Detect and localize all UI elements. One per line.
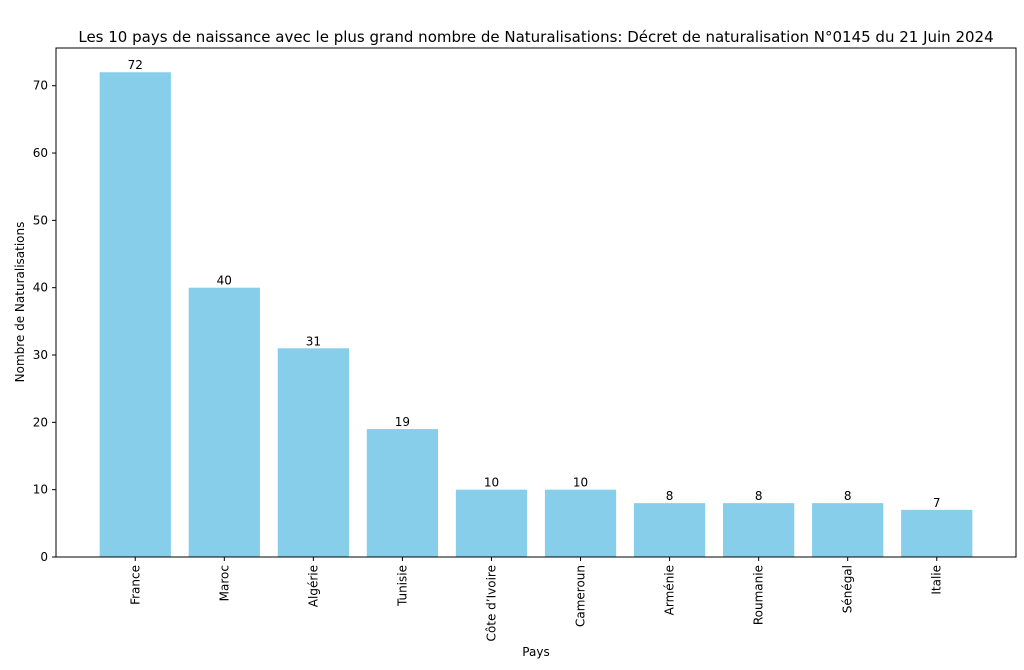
x-tick-label: Côte d’Ivoire xyxy=(484,565,498,641)
data-label: 8 xyxy=(755,489,763,503)
bar-7 xyxy=(723,503,795,557)
bar-9 xyxy=(901,509,973,557)
x-tick-label: Maroc xyxy=(217,565,231,601)
data-label: 8 xyxy=(844,489,852,503)
x-axis-label: Pays xyxy=(522,645,549,659)
bar-6 xyxy=(633,503,706,557)
data-label: 72 xyxy=(128,58,143,72)
y-tick-label: 70 xyxy=(33,79,48,93)
data-label: 10 xyxy=(573,476,588,490)
x-tick-label: Algérie xyxy=(306,565,320,607)
bar-4 xyxy=(455,489,528,557)
y-tick-label: 30 xyxy=(33,348,48,362)
plot-frame xyxy=(55,47,1017,558)
x-tick-label: Arménie xyxy=(663,565,677,615)
data-label: 8 xyxy=(666,489,674,503)
bar-3 xyxy=(366,429,439,557)
x-tick-label: Sénégal xyxy=(841,565,855,613)
x-tick-label: Roumanie xyxy=(752,565,766,625)
bar-5 xyxy=(544,489,617,557)
chart-title: Les 10 pays de naissance avec le plus gr… xyxy=(78,28,993,46)
data-label: 7 xyxy=(933,496,941,510)
bar-2 xyxy=(277,348,349,557)
bar-1 xyxy=(188,287,260,557)
bar-8 xyxy=(812,503,884,557)
data-label: 40 xyxy=(217,274,232,288)
x-tick-label: France xyxy=(128,565,142,605)
data-label: 19 xyxy=(395,415,410,429)
y-tick-label: 20 xyxy=(33,415,48,429)
y-tick-label: 50 xyxy=(33,213,48,227)
bar-0 xyxy=(99,72,171,557)
x-tick-label: Tunisie xyxy=(395,565,409,607)
y-tick-label: 10 xyxy=(33,483,48,497)
x-tick-label: Cameroun xyxy=(574,565,588,627)
y-tick-label: 0 xyxy=(40,550,48,564)
y-axis-label: Nombre de Naturalisations xyxy=(13,222,27,383)
data-label: 10 xyxy=(484,476,499,490)
x-tick-label: Italie xyxy=(930,565,944,595)
y-tick-label: 60 xyxy=(33,146,48,160)
data-label: 31 xyxy=(306,334,321,348)
y-tick-label: 40 xyxy=(33,281,48,295)
